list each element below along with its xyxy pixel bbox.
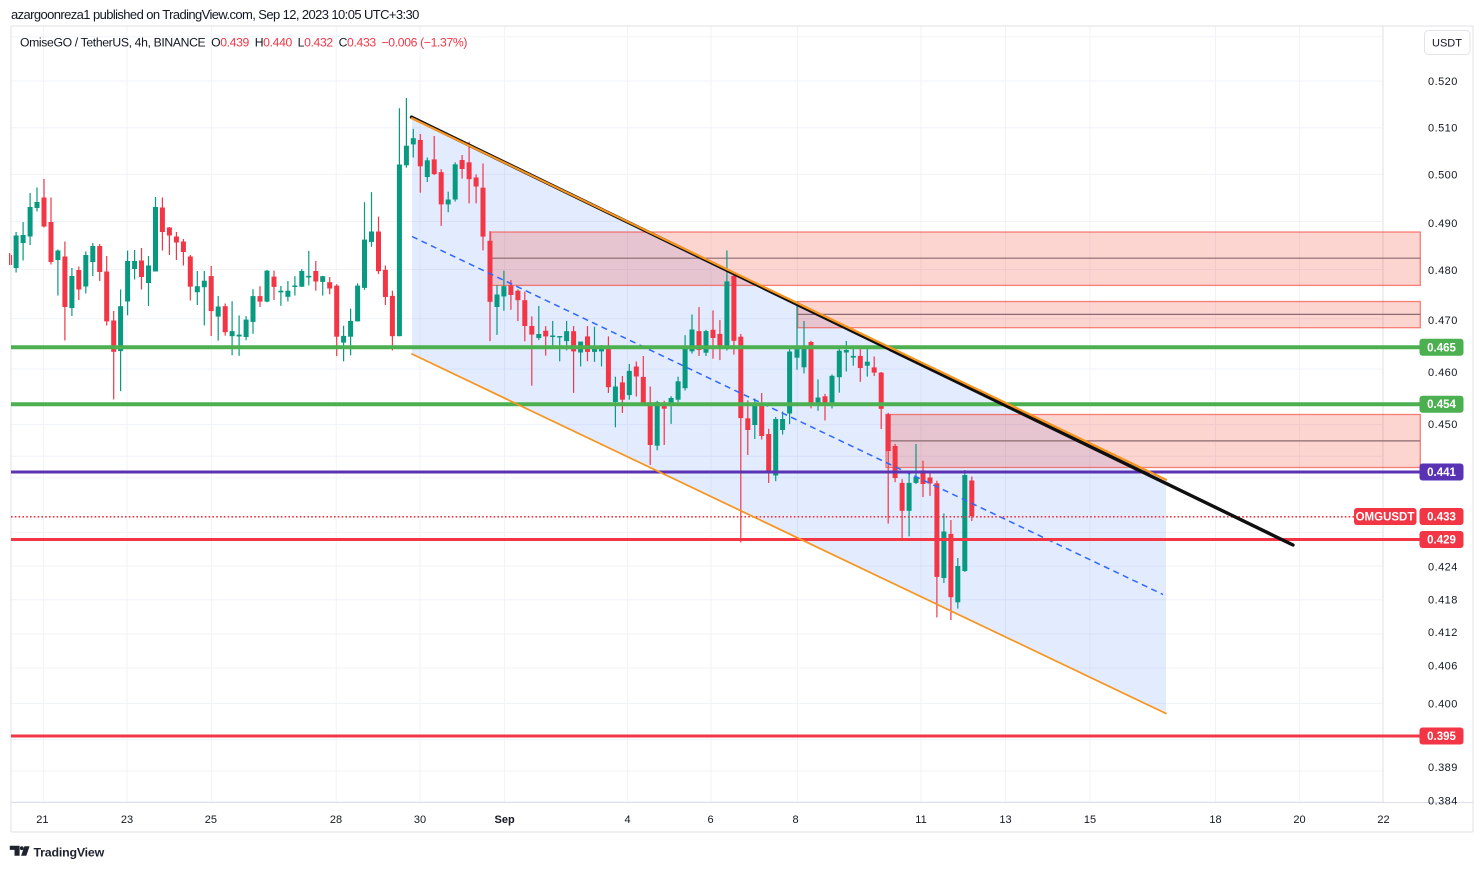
svg-text:0.500: 0.500 bbox=[1428, 169, 1458, 181]
svg-text:0.400: 0.400 bbox=[1428, 699, 1458, 711]
svg-text:11: 11 bbox=[915, 814, 926, 826]
svg-text:13: 13 bbox=[999, 814, 1011, 826]
svg-text:0.480: 0.480 bbox=[1428, 265, 1458, 277]
svg-text:0.454: 0.454 bbox=[1427, 399, 1456, 411]
svg-text:28: 28 bbox=[330, 814, 342, 826]
svg-text:Sep: Sep bbox=[495, 814, 515, 826]
svg-text:0.424: 0.424 bbox=[1428, 562, 1458, 574]
svg-text:22: 22 bbox=[1377, 814, 1389, 826]
svg-text:0.470: 0.470 bbox=[1428, 315, 1458, 327]
svg-text:18: 18 bbox=[1209, 814, 1221, 826]
svg-text:4: 4 bbox=[624, 814, 630, 826]
svg-text:0.510: 0.510 bbox=[1428, 123, 1458, 135]
svg-text:0.441: 0.441 bbox=[1427, 467, 1456, 479]
svg-text:0.433: 0.433 bbox=[1427, 512, 1456, 524]
svg-text:OmiseGO / TetherUS, 4h, BINANC: OmiseGO / TetherUS, 4h, BINANCE O0.439 H… bbox=[20, 36, 467, 50]
svg-text:USDT: USDT bbox=[1432, 38, 1462, 50]
svg-text:20: 20 bbox=[1293, 814, 1305, 826]
svg-text:0.429: 0.429 bbox=[1427, 535, 1456, 547]
svg-text:0.384: 0.384 bbox=[1428, 796, 1458, 808]
svg-text:0.418: 0.418 bbox=[1428, 594, 1458, 606]
svg-text:21: 21 bbox=[36, 814, 48, 826]
svg-text:6: 6 bbox=[707, 814, 713, 826]
svg-text:0.412: 0.412 bbox=[1428, 627, 1458, 639]
svg-text:0.406: 0.406 bbox=[1428, 661, 1458, 673]
svg-text:0.389: 0.389 bbox=[1428, 762, 1458, 774]
svg-text:23: 23 bbox=[121, 814, 133, 826]
svg-text:0.460: 0.460 bbox=[1428, 367, 1458, 379]
svg-text:0.465: 0.465 bbox=[1427, 342, 1456, 354]
svg-text:15: 15 bbox=[1084, 814, 1096, 826]
svg-text:azargoonreza1 published on Tra: azargoonreza1 published on TradingView.c… bbox=[11, 7, 419, 22]
svg-text:0.395: 0.395 bbox=[1427, 731, 1456, 743]
svg-text:30: 30 bbox=[414, 814, 426, 826]
svg-text:8: 8 bbox=[792, 814, 798, 826]
svg-text:25: 25 bbox=[205, 814, 217, 826]
svg-text:0.490: 0.490 bbox=[1428, 218, 1458, 230]
svg-text:OMGUSDT: OMGUSDT bbox=[1356, 512, 1415, 524]
svg-text:0.520: 0.520 bbox=[1428, 76, 1458, 88]
svg-text:TradingView: TradingView bbox=[34, 846, 105, 860]
svg-text:0.450: 0.450 bbox=[1428, 419, 1458, 431]
